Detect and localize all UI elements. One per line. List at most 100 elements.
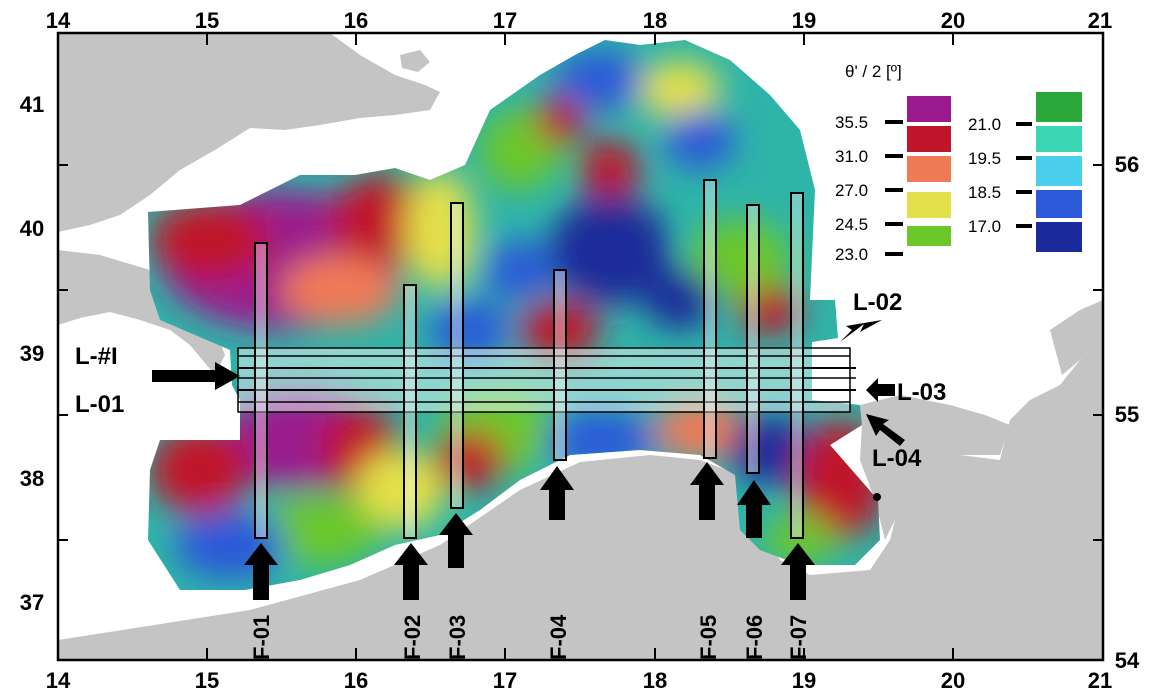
fault-label: F-04 [546,614,571,660]
profile-strip-f06 [746,204,760,474]
y-tick-label: 37 [20,590,44,615]
fault-label: F-03 [445,615,470,660]
x-tick-label: 14 [46,8,71,33]
legend-right-column: 21.0 19.5 18.5 17.0 [968,92,1082,252]
arrow-up-icon [781,543,815,600]
blob-red-w [150,425,250,515]
legend-label: 21.0 [968,115,1001,134]
tick-marks [57,33,1103,660]
legend-left-dashes [885,120,903,256]
blob-red-n [330,175,430,265]
arrow-up-left-icon [866,414,905,446]
fault-label: F-07 [786,615,811,660]
blob-orange-se [655,400,745,460]
arrow-right-icon [152,362,240,390]
y-tick-label: 40 [20,216,44,241]
legend-swatch [1036,126,1082,152]
x-tick-label: 18 [643,668,667,693]
profile-strip-f04 [553,269,567,461]
legend-swatch [907,192,951,218]
legend-swatch [907,96,951,122]
blob-green-sw [260,495,380,565]
legend-swatch [1036,92,1082,122]
y-tick-label: 55 [1115,402,1139,427]
arrow-up-icon [394,543,428,600]
legend-swatch [1036,222,1082,252]
fault-label: F-05 [696,615,721,660]
blob-blue-top [555,50,645,110]
x-tick-label: 15 [195,668,219,693]
legend-label: 19.5 [968,149,1001,168]
legend-label: 31.0 [835,147,868,166]
land-south-coast [58,340,1103,660]
blob-red-nw [150,200,270,280]
profile-strip-f05 [703,179,717,459]
legend-label: 18.5 [968,183,1001,202]
x-tick-label: 20 [941,8,965,33]
y-tick-label: 39 [20,341,44,366]
x-tick-label: 16 [344,668,368,693]
y-tick-label: 38 [20,466,44,491]
arrow-left-icon [866,378,895,402]
y-axis-right-labels: 54 55 56 [1115,152,1140,673]
line-label: L-01 [75,391,124,418]
blob-blue-ne [665,110,735,170]
y-tick-label: 54 [1115,648,1140,673]
location-dot [873,493,881,501]
legend-label: 27.0 [835,181,868,200]
x-tick-label: 17 [493,668,517,693]
x-tick-label: 15 [195,8,219,33]
blob-red-e [740,285,800,335]
x-tick-label: 19 [792,8,816,33]
legend-right-dashes [1016,122,1032,228]
profile-strip-f07 [790,192,804,539]
seismic-lines-overlay [237,347,856,413]
fault-labels: F-01 F-02 F-03 F-04 F-05 F-06 F-07 [249,614,811,660]
legend-swatch [1036,156,1082,186]
legend-label: 35.5 [835,113,868,132]
x-tick-label: 16 [344,8,368,33]
line-label: L-#I [75,343,118,370]
fault-label: F-01 [249,615,274,660]
profile-strip-f01 [254,242,268,539]
fault-profiles-overlay [254,179,804,539]
legend-title: θ' / 2 [º] [845,62,902,81]
blob-red-south [435,430,505,490]
legend-left-column: 35.5 31.0 27.0 24.5 23.0 [835,96,951,264]
y-tick-label: 41 [20,92,44,117]
land-north-west [58,33,440,232]
legend-swatch [1036,190,1082,218]
arrows [152,320,905,600]
arrow-up-icon [540,466,574,520]
legend: θ' / 2 [º] 35.5 31.0 27.0 24.5 23.0 [835,62,1082,264]
x-tick-label: 20 [941,668,965,693]
arrow-up-icon [244,543,278,600]
blob-yellow-n [405,170,475,290]
x-tick-label: 19 [792,668,816,693]
blob-green-se [765,515,835,565]
land-island-north [400,50,430,72]
x-axis-top-labels: 14 15 16 17 18 19 20 21 [46,8,1112,33]
y-tick-label: 56 [1115,152,1139,177]
blob-orange-n [280,255,400,325]
line-label: L-04 [872,445,922,472]
arrow-up-icon [690,462,724,520]
legend-label: 17.0 [968,217,1001,236]
x-tick-label: 14 [46,668,71,693]
land-areas [58,33,1103,660]
arrow-down-left-icon [840,320,882,342]
map-frame [56,31,1105,662]
x-tick-label: 21 [1088,8,1112,33]
line-label: L-03 [897,379,946,406]
x-tick-label: 21 [1088,668,1112,693]
blob-yellow-ne [640,60,720,120]
legend-label: 24.5 [835,215,868,234]
arrow-up-icon [439,513,473,568]
contour-blobs [150,50,880,580]
blob-red-top [535,95,585,145]
land-heel-peninsula [58,250,225,375]
line-label: L-02 [853,289,902,316]
land-east-strip [1050,300,1103,375]
